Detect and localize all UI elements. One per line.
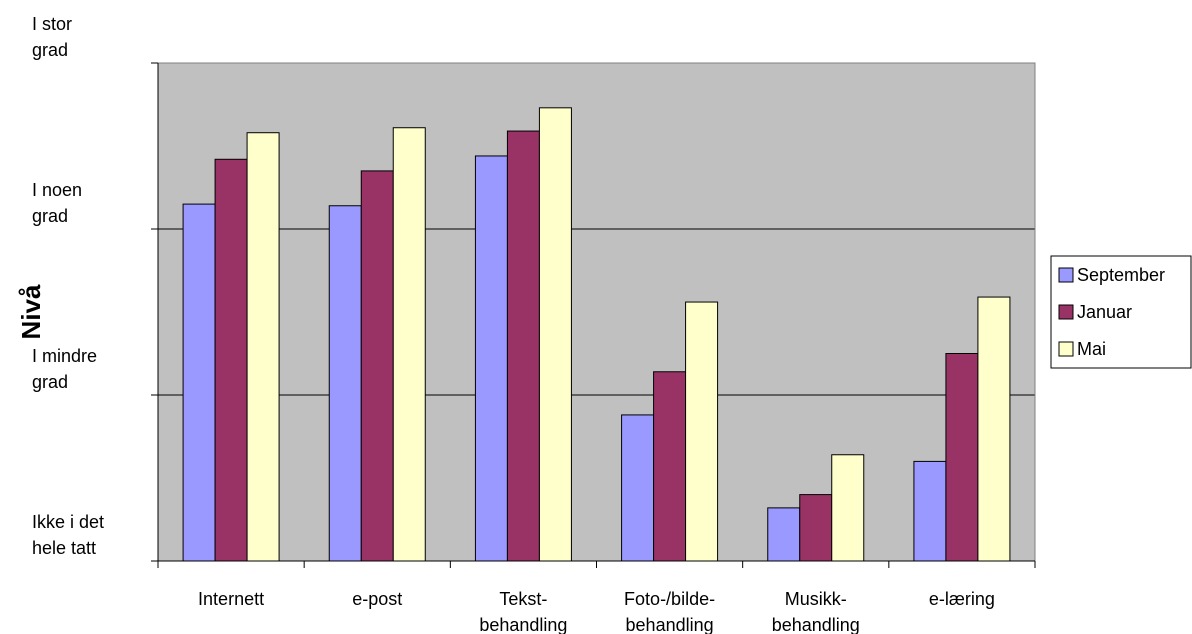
bar-september-2 xyxy=(474,155,508,562)
bar-september-5 xyxy=(913,460,947,562)
x-category-label-line: e-post xyxy=(352,589,402,609)
x-category-label: Musikk-behandling xyxy=(772,589,860,634)
x-category-label-line: behandling xyxy=(772,615,860,634)
plot-area xyxy=(157,62,1036,562)
plot-background xyxy=(158,63,1035,561)
y-tick-label-line: grad xyxy=(32,40,68,60)
legend: September Januar Mai xyxy=(1050,255,1192,369)
bar-september-0 xyxy=(182,203,216,562)
y-tick-label-line: Ikke i det xyxy=(32,512,104,532)
x-category-label-line: behandling xyxy=(479,615,567,634)
y-tick-label-line: grad xyxy=(32,372,68,392)
bar-mai-3 xyxy=(685,301,719,562)
bar-mai-5 xyxy=(977,296,1011,562)
bar-mai-4 xyxy=(831,454,865,562)
bar-mai-2 xyxy=(538,107,572,562)
legend-swatch-september xyxy=(1058,267,1074,283)
y-tick-label-line: I noen xyxy=(32,180,82,200)
y-axis-label: Nivå xyxy=(16,284,46,339)
y-tick-label-line: grad xyxy=(32,206,68,226)
y-tick-label: I noen grad xyxy=(32,180,82,226)
x-category-label: e-post xyxy=(352,589,402,609)
legend-swatch-januar xyxy=(1058,304,1074,320)
x-category-label-line: e-læring xyxy=(929,589,995,609)
y-tick-label: I stor grad xyxy=(32,14,72,60)
x-category-label: e-læring xyxy=(929,589,995,609)
legend-label-januar: Januar xyxy=(1077,302,1132,322)
bar-januar-2 xyxy=(506,130,540,562)
legend-box xyxy=(1050,255,1192,369)
bar-september-3 xyxy=(621,414,655,562)
x-category-label: Internett xyxy=(198,589,264,609)
y-tick-label-line: I stor xyxy=(32,14,72,34)
y-tick-label-line: I mindre xyxy=(32,346,97,366)
x-tick-labels: Internett e-post Tekst-behandlingFoto-/bil… xyxy=(198,589,995,634)
x-category-label: Foto-/bilde-behandling xyxy=(624,589,715,634)
y-tick-labels: Ikke i det hele tatt I mindre grad I noen gra… xyxy=(32,14,104,558)
bar-januar-0 xyxy=(214,158,248,562)
y-tick-label: I mindre grad xyxy=(32,346,97,392)
x-category-label-line: behandling xyxy=(626,615,714,634)
x-category-label-line: Foto-/bilde- xyxy=(624,589,715,609)
x-category-label-line: Tekst- xyxy=(499,589,547,609)
x-category-label: Tekst-behandling xyxy=(479,589,567,634)
bar-september-1 xyxy=(328,205,362,562)
bar-mai-0 xyxy=(246,132,280,562)
bar-september-4 xyxy=(767,507,801,562)
x-category-label-line: Internett xyxy=(198,589,264,609)
y-tick-label: Ikke i det hele tatt xyxy=(32,512,104,558)
legend-swatch-mai xyxy=(1058,341,1074,357)
bars xyxy=(182,107,1011,562)
bar-januar-1 xyxy=(360,170,394,562)
bar-mai-1 xyxy=(392,127,426,562)
bar-januar-5 xyxy=(945,353,979,562)
legend-label-september: September xyxy=(1077,265,1165,285)
legend-label-mai: Mai xyxy=(1077,339,1106,359)
y-tick-label-line: hele tatt xyxy=(32,538,96,558)
bar-januar-3 xyxy=(653,371,687,562)
bar-januar-4 xyxy=(799,494,833,562)
x-category-label-line: Musikk- xyxy=(785,589,847,609)
axes xyxy=(151,62,1036,568)
